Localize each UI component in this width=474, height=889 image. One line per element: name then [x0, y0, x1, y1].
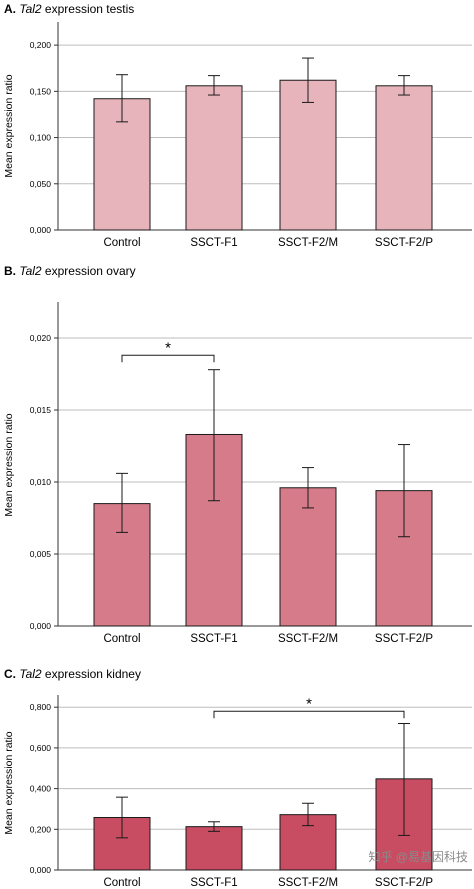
category-label: SSCT-F1 [190, 633, 237, 645]
category-label: Control [103, 633, 140, 645]
y-tick-label: 0,600 [30, 743, 52, 753]
y-tick-label: 0,150 [30, 86, 52, 96]
bar [185, 826, 243, 871]
panel-gene: Tal2 [19, 667, 45, 681]
y-tick-label: 0,005 [30, 549, 52, 559]
chart-panels: A. Tal2 expression testis 0,000 0,050 0,100… [3, 2, 472, 889]
y-tick-label: 0,020 [30, 333, 52, 343]
y-tick-label: 0,200 [30, 40, 52, 50]
y-tick-label: 0,200 [30, 824, 52, 834]
bar [375, 85, 433, 231]
y-tick-label: 0,000 [30, 865, 52, 875]
category-label: Control [103, 237, 140, 249]
category-label: SSCT-F2/P [375, 237, 433, 249]
category-label: SSCT-F2/M [278, 877, 338, 889]
chart-panel: C. Tal2 expression kidney 0,000 0,200 0,400… [3, 667, 472, 889]
category-label: Control [103, 877, 140, 889]
panel-title: A. Tal2 expression testis [4, 2, 134, 16]
y-axis-label: Mean expression ratio [3, 413, 15, 516]
y-tick-label: 0,015 [30, 405, 52, 415]
panel-title: B. Tal2 expression ovary [4, 264, 136, 278]
panel-title-rest: expression ovary [45, 264, 136, 278]
category-label: SSCT-F2/P [375, 633, 433, 645]
y-tick-label: 0,000 [30, 621, 52, 631]
significance-bracket [121, 354, 215, 363]
y-axis-label: Mean expression ratio [3, 731, 15, 834]
category-label: SSCT-F2/M [278, 633, 338, 645]
watermark-text: 知乎 @易基因科技 [368, 850, 468, 864]
bar [185, 85, 243, 231]
panel-title: C. Tal2 expression kidney [4, 667, 141, 681]
significance-bracket [213, 710, 405, 719]
y-tick-label: 0,050 [30, 179, 52, 189]
bar [279, 79, 337, 231]
panel-letter: A. [4, 2, 19, 16]
category-label: SSCT-F2/P [375, 877, 433, 889]
panel-gene: Tal2 [19, 2, 45, 16]
chart-panel: A. Tal2 expression testis 0,000 0,050 0,100… [3, 2, 472, 249]
y-axis-label: Mean expression ratio [3, 74, 15, 177]
bar [279, 487, 337, 627]
category-label: SSCT-F1 [190, 237, 237, 249]
panel-title-rest: expression testis [45, 2, 134, 16]
y-tick-label: 0,000 [30, 225, 52, 235]
panel-title-rest: expression kidney [45, 667, 141, 681]
panel-letter: C. [4, 667, 19, 681]
panel-gene: Tal2 [19, 264, 45, 278]
category-label: SSCT-F2/M [278, 237, 338, 249]
panel-letter: B. [4, 264, 19, 278]
y-tick-label: 0,010 [30, 477, 52, 487]
chart-panel: B. Tal2 expression ovary 0,000 0,005 0,010 0… [3, 264, 472, 645]
category-label: SSCT-F1 [190, 877, 237, 889]
significance-star: * [165, 339, 171, 356]
y-tick-label: 0,800 [30, 702, 52, 712]
y-tick-label: 0,400 [30, 784, 52, 794]
y-tick-label: 0,100 [30, 133, 52, 143]
significance-star: * [306, 695, 312, 712]
